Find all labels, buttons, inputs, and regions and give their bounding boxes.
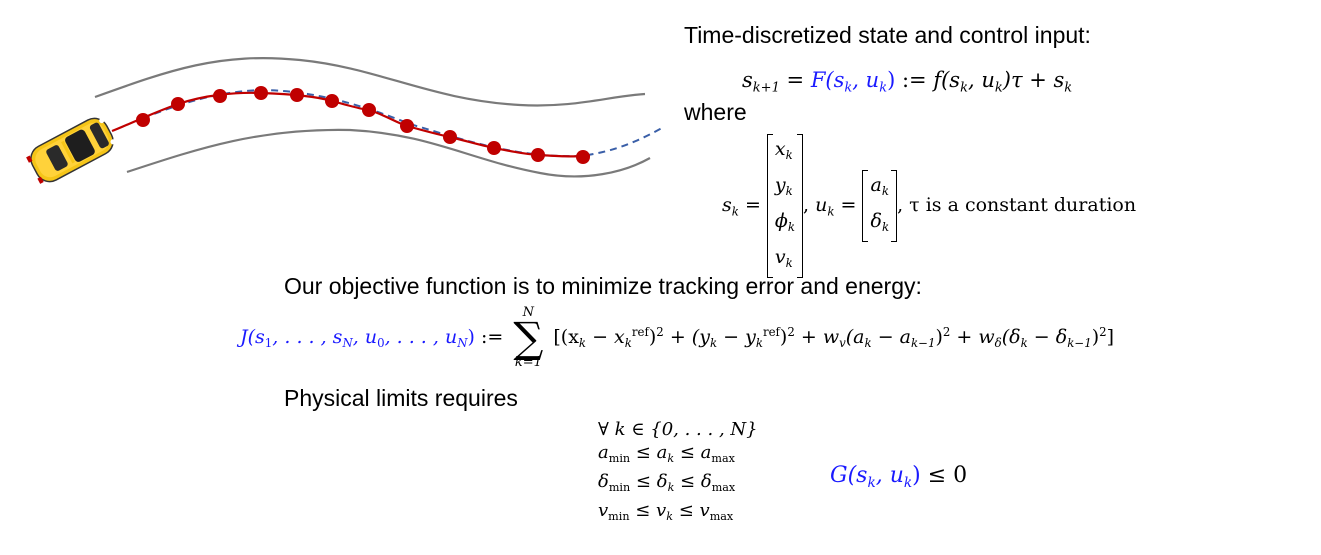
control-symbol: u: [815, 194, 828, 217]
waypoint-3: [254, 86, 268, 100]
control-entry-a: ak: [870, 174, 889, 199]
tau-note: τ is a constant duration: [909, 194, 1137, 217]
constraint-function: G(sk, uk) ≤ 0: [830, 463, 968, 491]
car-icon: [26, 117, 116, 184]
rhs-expression: f(s: [933, 68, 961, 92]
objective-terms: [(xk − xkref)2 + (yk − ykref)2 + wv(ak −…: [553, 324, 1115, 351]
state-entry-y: yk: [774, 174, 793, 199]
road-trajectory-figure: [26, 57, 663, 184]
section-title: Time-discretized state and control input…: [684, 22, 1091, 48]
definition-sign: :=: [901, 68, 927, 92]
objective-equation: J(s1, . . . , sN, u0, . . . , uN) := N ∑…: [240, 305, 1115, 370]
waypoint-7: [400, 119, 414, 133]
accel-limit: amin ≤ ak ≤ amax: [598, 442, 735, 465]
transition-function: F(sk, uk): [810, 68, 896, 96]
equals-sign: =: [786, 68, 805, 92]
waypoint-6: [362, 103, 376, 117]
limits-constraints: ∀ k ∈ {0, . . . , N} amin ≤ ak ≤ amax δm…: [598, 418, 758, 528]
waypoint-1: [171, 97, 185, 111]
control-vector: ak δk: [862, 170, 897, 243]
forall-line: ∀ k ∈ {0, . . . , N}: [598, 419, 758, 440]
steer-limit: δmin ≤ δk ≤ δmax: [598, 470, 736, 494]
state-entry-v: vk: [774, 246, 793, 271]
state-control-definition: sk = xk yk ϕk vk , uk = ak δk , τ is a c…: [722, 134, 1137, 279]
state-entry-x: xk: [774, 138, 793, 163]
objective-heading: Our objective function is to minimize tr…: [284, 273, 922, 299]
where-label: where: [684, 99, 747, 125]
summation: N ∑ k=1: [513, 305, 544, 370]
state-vector: xk yk ϕk vk: [766, 134, 804, 279]
planned-trajectory: [111, 91, 591, 158]
road-lower-edge: [126, 128, 651, 178]
index-label: k+1: [752, 80, 780, 96]
state-symbol: s: [722, 194, 732, 217]
objective-lhs: J(s1, . . . , sN, u0, . . . , uN): [240, 326, 475, 351]
waypoint-11: [576, 150, 590, 164]
waypoint-2: [213, 89, 227, 103]
limits-heading: Physical limits requires: [284, 385, 518, 411]
waypoint-8: [443, 130, 457, 144]
control-entry-delta: δk: [870, 210, 890, 235]
waypoint-0: [136, 113, 150, 127]
waypoint-5: [325, 94, 339, 108]
trajectory-waypoints: [136, 86, 590, 164]
waypoint-4: [290, 88, 304, 102]
state-entry-phi: ϕk: [774, 210, 795, 235]
road-upper-edge: [94, 57, 646, 107]
state-symbol: s: [742, 68, 753, 92]
waypoint-9: [487, 141, 501, 155]
speed-limit: vmin ≤ vk ≤ vmax: [598, 499, 734, 523]
dynamics-equation: sk+1 = F(sk, uk) := f(sk, uk)τ + sk: [742, 68, 1073, 96]
waypoint-10: [531, 148, 545, 162]
